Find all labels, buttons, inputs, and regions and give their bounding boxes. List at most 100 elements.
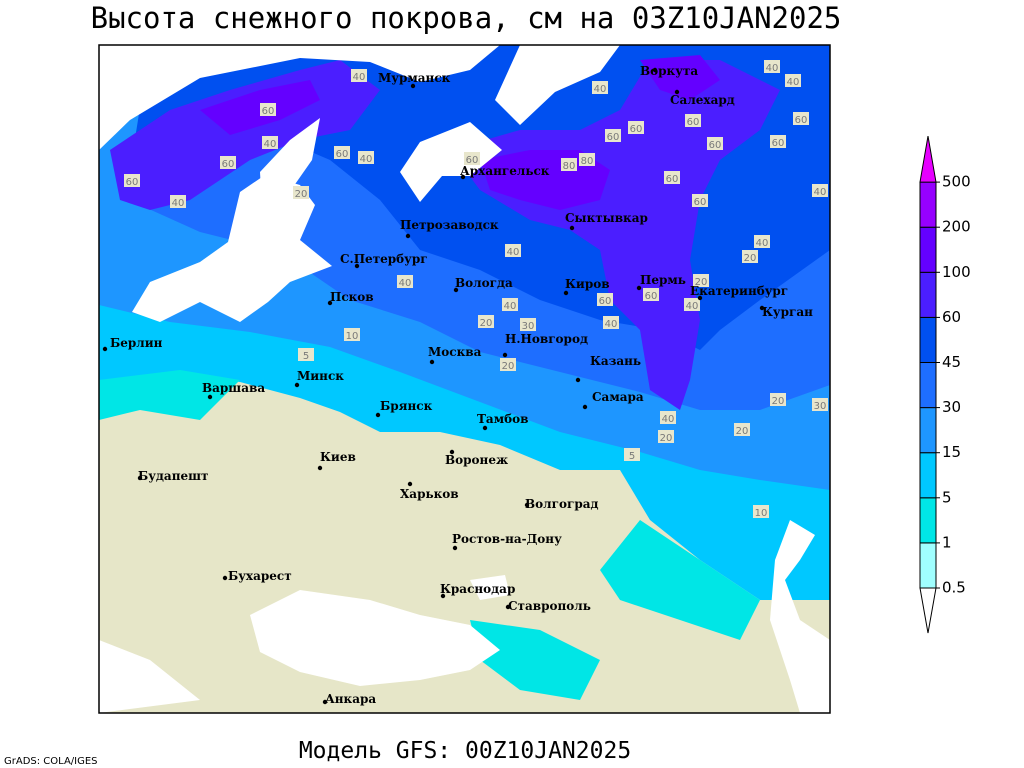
contour-label-bg [220,156,236,169]
city-dot [294,382,300,388]
city-label: Псков [330,290,374,304]
contour-label-bg [643,288,659,301]
city-label: Тамбов [477,412,528,426]
contour-label-bg [262,136,278,149]
city-label: Курган [762,305,813,319]
contour-label: 40 [360,154,373,165]
contour-label-bg [351,69,367,82]
contour-label-bg [685,114,701,127]
contour-label: 60 [645,291,658,302]
contour-label-bg [260,103,276,116]
contour-label-bg [692,194,708,207]
contour-label-bg [812,184,828,197]
contour-label: 40 [353,72,366,83]
city-dot [137,475,143,481]
contour-label-bg [754,235,770,248]
contour-label: 60 [607,132,620,143]
city-label: Москва [428,345,482,359]
city-label: Бухарест [228,569,292,583]
contour-label-bg [397,275,413,288]
contour-label: 20 [736,426,749,437]
contour-label: 60 [666,174,679,185]
city-dot [407,481,413,487]
city-label: Екатеринбург [690,284,788,298]
city-label: Воркута [640,64,698,78]
colorbar-box [919,226,937,273]
snow-zone [400,122,502,202]
city-dot [440,593,446,599]
map-title: Высота снежного покрова, см на 03Z10JAN2… [91,1,842,35]
model-caption: Модель GFS: 00Z10JAN2025 [299,738,631,764]
contour-label-bg [124,174,140,187]
city-dot [569,225,575,231]
contour-label-bg [684,298,700,311]
city-dot [505,604,511,610]
colorbar-label: 30 [942,398,961,416]
city-label: Берлин [110,336,163,350]
contour-label: 80 [563,161,576,172]
colorbar-box [919,271,937,318]
city-label: Самара [592,390,644,404]
city-label: Сыктывкар [565,211,648,225]
contour-label-bg [742,250,758,263]
city-dot [375,412,381,418]
contour-label-bg [764,60,780,73]
snow-zone [250,590,500,686]
city-dot [697,295,703,301]
contour-label: 40 [594,84,607,95]
city-label: Петрозаводск [400,218,499,232]
city-label: Вологда [455,276,513,290]
city-dot [222,575,228,581]
city-dot [636,285,642,291]
contour-label-bg [561,158,577,171]
city-dot [563,290,569,296]
contour-label: 40 [756,238,769,249]
contour-label-bg [344,328,360,341]
city-dot [405,233,411,239]
city-dot [449,449,455,455]
colorbar-box [919,316,937,363]
colorbar-label: 45 [942,353,961,371]
contour-label: 60 [687,117,700,128]
city-dot [354,263,360,269]
contour-label: 60 [795,115,808,126]
snow-zone [600,520,760,640]
contour-label: 5 [629,451,635,462]
city-dot [102,346,108,352]
city-label: Ставрополь [508,599,591,613]
contour-label-bg [624,448,640,461]
city-label: Мурманск [378,71,451,85]
city-dot [674,89,680,95]
contour-label: 60 [262,106,275,117]
city-label: Пермь [640,273,686,287]
snow-zone [470,620,600,700]
contour-label: 60 [599,296,612,307]
map-frame [98,44,831,714]
contour-label-bg [592,81,608,94]
contour-label: 40 [399,278,412,289]
contour-label: 20 [295,189,308,200]
contour-label: 20 [695,277,708,288]
city-dot [429,359,435,365]
contour-label-bg [464,152,480,165]
contour-label-bg [734,423,750,436]
city-label: Салехард [670,93,735,107]
contour-label: 60 [772,138,785,149]
contour-label: 60 [466,155,479,166]
city-dot [575,377,581,383]
contour-label: 5 [303,351,309,362]
city-label: Брянск [380,399,433,413]
snow-zone [450,60,780,410]
city-dot [452,545,458,551]
city-label: Архангельск [460,164,550,178]
contour-label: 80 [581,156,594,167]
city-label: Краснодар [440,582,515,596]
contour-label: 20 [502,361,515,372]
contour-label-bg [658,430,674,443]
contour-label-bg [478,315,494,328]
city-dot [759,305,765,311]
snow-zone [640,55,720,100]
city-dot [317,465,323,471]
snow-zone [132,175,332,322]
contour-label-bg [770,135,786,148]
